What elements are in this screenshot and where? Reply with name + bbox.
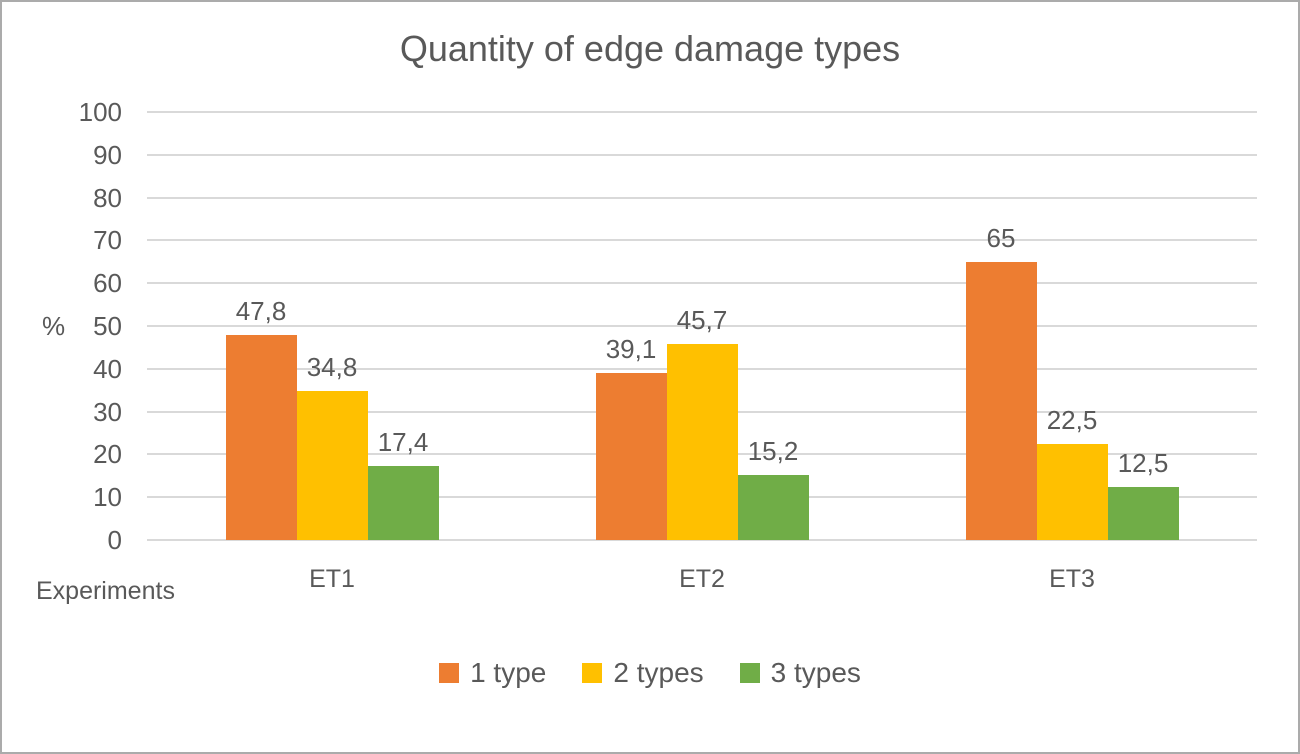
gridline-y-70 [147,239,1257,242]
gridline-y-100 [147,111,1257,113]
legend-item-1-type: 1 type [439,656,546,690]
legend-label-3-types: 3 types [770,657,861,688]
bar-value-label-2-types-et3: 22,5 [1046,404,1098,435]
legend: 1 type 2 types 3 types [2,656,1298,690]
gridline-y-50 [147,325,1257,327]
bar-3-types-et1 [367,465,439,540]
y-tick-label-30: 30 [93,396,122,427]
bar-value-label-3-types-et2: 15,2 [747,435,799,466]
legend-label-2-types: 2 types [613,657,704,688]
bar-value-label-2-types-et2: 45,7 [676,305,728,336]
y-tick-label-70: 70 [93,225,122,256]
bar-1-type-et2 [595,372,667,540]
legend-swatch-2-types [582,663,603,683]
x-axis-label: Experiments [36,577,175,605]
bar-value-label-1-type-et1: 47,8 [235,296,287,327]
gridline-y-0 [147,539,1257,541]
y-tick-label-50: 50 [93,311,122,341]
bar-value-label-1-type-et3: 65 [986,222,1016,253]
y-tick-label-40: 40 [93,353,122,384]
bar-value-label-3-types-et3: 12,5 [1117,447,1169,478]
gridline-y-60 [147,282,1257,285]
y-tick-label-10: 10 [93,482,122,513]
x-category-label-et2: ET2 [679,565,725,593]
bar-3-types-et3 [1107,486,1179,540]
chart-title: Quantity of edge damage types [399,28,901,69]
bar-2-types-et1 [296,391,368,540]
y-tick-label-100: 100 [78,97,122,127]
y-tick-label-20: 20 [93,439,122,470]
y-tick-label-80: 80 [93,182,122,213]
bar-value-label-3-types-et1: 17,4 [377,426,429,457]
y-axis-label: % [42,311,66,341]
bar-2-types-et3 [1036,443,1108,540]
bar-1-type-et1 [225,335,297,540]
bar-value-label-2-types-et1: 34,8 [306,352,358,383]
legend-item-3-types: 3 types [739,656,861,690]
gridline-y-80 [147,196,1257,199]
bar-1-type-et3 [965,261,1037,540]
legend-label-1-type: 1 type [470,657,547,688]
bar-2-types-et2 [666,344,738,540]
y-tick-label-0: 0 [107,525,122,555]
x-category-label-et1: ET1 [309,565,355,593]
legend-item-2-types: 2 types [582,656,704,690]
y-tick-label-90: 90 [93,139,122,170]
legend-swatch-1-type [439,663,460,683]
gridline-y-90 [147,153,1257,156]
legend-swatch-3-types [739,663,760,683]
bar-3-types-et2 [737,474,809,540]
bar-value-label-1-type-et2: 39,1 [605,333,657,364]
y-tick-label-60: 60 [93,268,122,299]
x-category-label-et3: ET3 [1049,565,1095,593]
